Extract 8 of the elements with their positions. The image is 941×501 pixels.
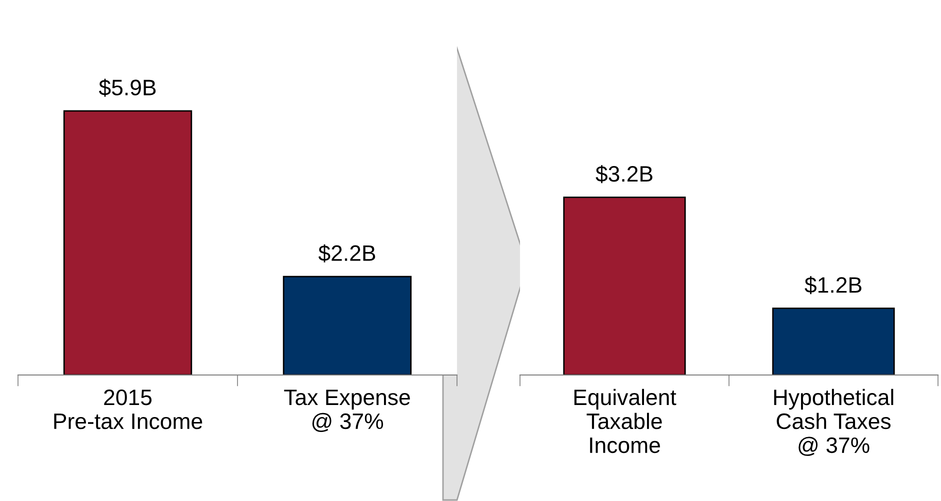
x-tick-label: 2015 Pre-tax Income [54,389,202,430]
data-label: $1.2B [804,276,862,294]
data-label: $2.2B [318,244,376,262]
data-label: $5.9B [98,78,156,97]
x-tick-label: Hypothetical Cash Taxes @ 37% [774,388,894,456]
x-tick-label: Tax Expense @ 37% [284,390,410,432]
data-label: $3.2B [596,165,652,184]
x-tick-label: Equivalent Taxable Income [574,388,676,454]
